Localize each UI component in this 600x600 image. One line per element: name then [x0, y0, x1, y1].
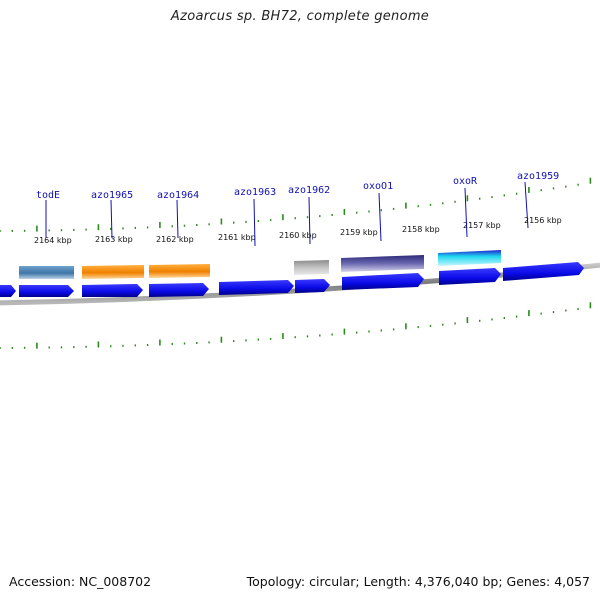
feature-todE[interactable] — [19, 266, 74, 279]
gene-arrow[interactable] — [295, 279, 330, 293]
gene-label-azo1959[interactable]: azo1959 — [517, 171, 559, 182]
feature-azo1964[interactable] — [149, 264, 210, 278]
outer-tick-ring — [0, 177, 592, 232]
gene-arrow[interactable] — [82, 284, 143, 297]
leader-line — [110, 199, 113, 239]
kbp-label: 2163 kbp — [95, 235, 133, 244]
genome-summary: Topology: circular; Length: 4,376,040 bp… — [246, 574, 590, 589]
gene-label-azo1965[interactable]: azo1965 — [91, 190, 133, 201]
gene-arrow[interactable] — [149, 283, 209, 297]
leader-line — [378, 192, 382, 242]
leader-line — [464, 187, 468, 238]
accession-label: Accession: NC_008702 — [9, 574, 152, 589]
gene-arrow[interactable] — [19, 285, 74, 297]
leader-line — [253, 198, 256, 247]
gene-arrow[interactable] — [439, 268, 501, 285]
kbp-label: 2161 kbp — [218, 233, 256, 242]
gene-label-oxoR[interactable]: oxoR — [453, 176, 478, 187]
feature-azo1965[interactable] — [82, 265, 144, 279]
gene-label-azo1964[interactable]: azo1964 — [157, 190, 199, 201]
feature-track — [19, 250, 501, 279]
gene-arrow[interactable] — [503, 262, 584, 281]
kbp-label: 2156 kbp — [524, 216, 562, 225]
feature-oxoO1[interactable] — [341, 255, 424, 272]
kbp-label: 2158 kbp — [402, 225, 440, 234]
gene-arrow[interactable] — [219, 280, 294, 295]
inner-tick-ring — [0, 302, 592, 349]
leader-line — [524, 181, 529, 229]
gene-label-azo1962[interactable]: azo1962 — [288, 185, 330, 196]
kbp-label: 2159 kbp — [340, 228, 378, 237]
gene-arrow[interactable] — [0, 285, 16, 297]
gene-labels: todE azo1965 azo1964 azo1963 azo1962 oxo… — [36, 171, 559, 247]
feature-azo1962[interactable] — [294, 260, 329, 275]
gene-track — [0, 262, 584, 297]
genome-title: Azoarcus sp. BH72, complete genome — [170, 9, 430, 24]
gene-label-todE[interactable]: todE — [36, 190, 60, 201]
feature-oxoR[interactable] — [438, 250, 501, 266]
gene-label-azo1963[interactable]: azo1963 — [234, 187, 276, 198]
gene-label-oxoO1[interactable]: oxoO1 — [363, 181, 393, 192]
leader-line — [308, 196, 311, 245]
kbp-scale: 2164 kbp 2163 kbp 2162 kbp 2161 kbp 2160… — [34, 216, 562, 245]
kbp-label: 2160 kbp — [279, 231, 317, 240]
kbp-label: 2162 kbp — [156, 235, 194, 244]
gene-arrow[interactable] — [342, 273, 424, 290]
kbp-label: 2157 kbp — [463, 221, 501, 230]
leader-line — [176, 199, 179, 239]
kbp-label: 2164 kbp — [34, 236, 72, 245]
